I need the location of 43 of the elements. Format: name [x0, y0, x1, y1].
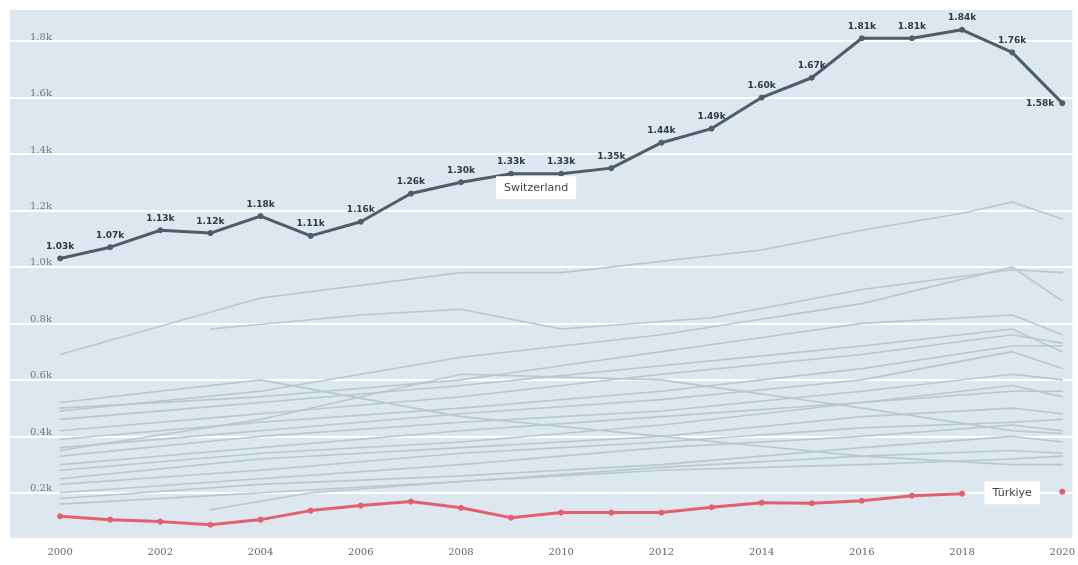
data-label: 1.67k: [797, 60, 827, 71]
data-label: 1.81k: [897, 20, 928, 31]
y-tick-label: 1.6k: [30, 87, 53, 99]
text: Türkiye: [991, 486, 1033, 500]
x-tick-label: 2002: [147, 545, 174, 557]
data-label: 1.60k: [747, 80, 777, 91]
data-label: 1.18k: [246, 198, 276, 209]
data-label: 1.81k: [847, 20, 877, 31]
x-tick-label: 2008: [448, 545, 474, 557]
y-tick-label: 0.8k: [30, 312, 53, 324]
series-label: Switzerland: [504, 181, 569, 195]
data-label: 1.30k: [446, 164, 477, 175]
data-label: 1.33k: [496, 156, 527, 167]
data-label: 1.11k: [296, 218, 326, 229]
x-tick-label: 2016: [849, 545, 875, 557]
data-label: 1.49k: [697, 111, 727, 122]
data-label: 1.84k: [947, 12, 978, 23]
x-tick-label: 2010: [548, 545, 574, 557]
x-tick-label: 2014: [748, 545, 775, 557]
data-label: 1.35k: [597, 150, 627, 161]
y-tick-label: 1.4k: [30, 143, 53, 155]
data-label: 1.07k: [96, 229, 126, 240]
x-tick-label: 2000: [47, 545, 73, 557]
data-label: 1.58k: [1026, 98, 1056, 109]
y-tick-label: 0.4k: [30, 425, 53, 437]
x-tick-label: 2018: [949, 545, 975, 557]
x-tick-label: 2012: [648, 545, 675, 557]
x-tick-label: 2006: [348, 545, 374, 557]
x-tick-label: 2004: [247, 545, 274, 557]
y-tick-label: 0.2k: [30, 482, 53, 494]
y-tick-label: 1.0k: [30, 256, 53, 268]
data-label: 1.76k: [998, 34, 1028, 45]
y-tick-label: 1.2k: [30, 199, 53, 211]
data-label: 1.16k: [346, 204, 376, 215]
y-tick-label: 1.8k: [30, 30, 53, 42]
data-label: 1.44k: [647, 125, 677, 136]
data-label: 1.33k: [547, 156, 577, 167]
data-label: 1.12k: [196, 215, 226, 226]
data-label: 1.26k: [396, 176, 426, 187]
data-label: 1.13k: [146, 212, 176, 223]
data-label: 1.03k: [46, 240, 76, 251]
y-tick-label: 0.6k: [30, 369, 53, 381]
x-tick-label: 2020: [1049, 545, 1075, 557]
